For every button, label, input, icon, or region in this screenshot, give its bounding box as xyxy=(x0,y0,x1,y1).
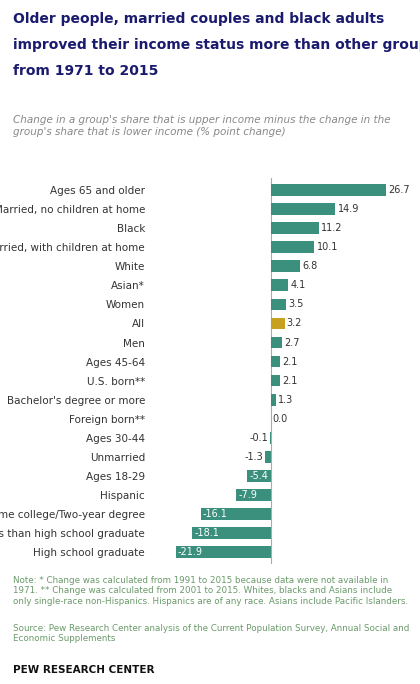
Bar xyxy=(270,203,335,215)
Text: 14.9: 14.9 xyxy=(337,205,359,214)
Text: 4.1: 4.1 xyxy=(291,280,306,291)
Bar xyxy=(176,546,270,558)
Bar xyxy=(247,470,270,482)
Text: 1.3: 1.3 xyxy=(278,395,294,405)
Text: 11.2: 11.2 xyxy=(321,223,343,233)
Bar xyxy=(270,280,289,291)
Bar xyxy=(270,356,280,367)
Bar xyxy=(270,222,319,234)
Bar xyxy=(270,337,282,348)
Text: Older people, married couples and black adults: Older people, married couples and black … xyxy=(13,12,384,26)
Text: 2.1: 2.1 xyxy=(282,376,297,386)
Bar xyxy=(270,375,280,386)
Text: PEW RESEARCH CENTER: PEW RESEARCH CENTER xyxy=(13,665,154,675)
Text: -0.1: -0.1 xyxy=(249,433,268,443)
Text: 3.2: 3.2 xyxy=(287,319,302,328)
Bar xyxy=(270,184,386,196)
Text: -1.3: -1.3 xyxy=(244,451,263,462)
Bar xyxy=(265,451,270,462)
Text: 2.7: 2.7 xyxy=(284,337,300,347)
Bar xyxy=(201,508,270,520)
Bar xyxy=(270,394,276,406)
Text: 0.0: 0.0 xyxy=(273,414,288,423)
Text: from 1971 to 2015: from 1971 to 2015 xyxy=(13,64,158,78)
Text: Note: * Change was calculated from 1991 to 2015 because data were not available : Note: * Change was calculated from 1991 … xyxy=(13,576,408,606)
Text: -7.9: -7.9 xyxy=(239,490,257,500)
Text: -21.9: -21.9 xyxy=(178,547,203,557)
Text: 3.5: 3.5 xyxy=(288,300,303,309)
Bar xyxy=(270,241,315,253)
Text: -18.1: -18.1 xyxy=(194,528,219,538)
Bar xyxy=(192,527,270,539)
Text: 2.1: 2.1 xyxy=(282,356,297,367)
Text: improved their income status more than other groups: improved their income status more than o… xyxy=(13,38,420,52)
Text: 6.8: 6.8 xyxy=(302,261,318,272)
Text: -16.1: -16.1 xyxy=(203,509,228,519)
Text: 26.7: 26.7 xyxy=(388,185,410,195)
Bar xyxy=(270,317,284,330)
Text: Change in a group's share that is upper income minus the change in the
group's s: Change in a group's share that is upper … xyxy=(13,115,390,137)
Text: -5.4: -5.4 xyxy=(249,471,268,481)
Text: Source: Pew Research Center analysis of the Current Population Survey, Annual So: Source: Pew Research Center analysis of … xyxy=(13,624,409,643)
Bar xyxy=(270,261,300,272)
Bar xyxy=(270,298,286,311)
Bar xyxy=(236,489,270,501)
Text: 10.1: 10.1 xyxy=(317,242,338,252)
